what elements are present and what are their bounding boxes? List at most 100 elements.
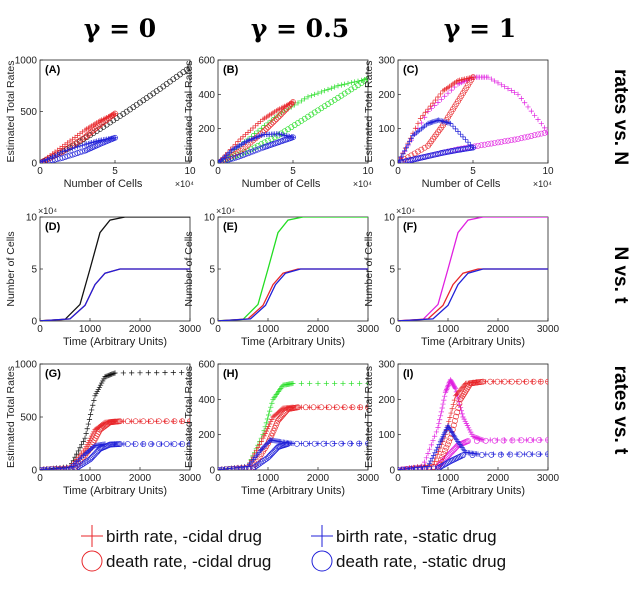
- circle-marker: [469, 452, 476, 458]
- x-tick-label: 0: [395, 166, 401, 177]
- circle-marker: [60, 466, 67, 470]
- circle-marker: [83, 458, 90, 465]
- series-death-rate-cidal-drug: [398, 74, 476, 163]
- plus-marker: [438, 118, 444, 124]
- plus-marker: [436, 421, 442, 427]
- circle-marker: [155, 418, 162, 425]
- circle-marker: [235, 153, 241, 160]
- plus-marker: [430, 452, 437, 459]
- circle-marker: [305, 113, 311, 120]
- plus-marker: [452, 126, 459, 132]
- x-axis-label: Time (Arbitrary Units): [421, 336, 525, 348]
- circle-marker: [281, 107, 288, 114]
- y-tick-label: 500: [20, 413, 37, 424]
- plus-marker: [308, 93, 314, 99]
- plus-marker: [263, 428, 269, 434]
- circle-marker: [272, 422, 279, 429]
- circle-marker: [295, 120, 301, 126]
- plus-marker: [242, 131, 249, 138]
- plus-marker: [340, 380, 346, 387]
- plus-marker: [345, 80, 351, 87]
- circle-marker: [79, 148, 86, 155]
- plus-marker: [442, 393, 448, 399]
- plus-marker: [112, 135, 118, 141]
- plus-marker: [447, 120, 454, 127]
- circle-marker: [527, 437, 534, 444]
- y-tick-label: 400: [198, 90, 215, 101]
- plus-marker: [105, 372, 111, 379]
- plus-marker: [187, 441, 190, 447]
- x-axis-label: Time (Arbitrary Units): [421, 485, 525, 497]
- circle-marker: [273, 116, 280, 123]
- plus-marker: [260, 445, 266, 451]
- circle-marker: [473, 438, 480, 444]
- x-tick-label: 0: [215, 166, 221, 177]
- plus-marker: [100, 378, 106, 384]
- plus-marker: [441, 119, 447, 125]
- plus-marker: [449, 406, 455, 412]
- plus-marker: [433, 429, 439, 435]
- circle-marker: [278, 111, 285, 117]
- circle-marker: [530, 378, 537, 385]
- circle-marker: [250, 148, 256, 155]
- circle-marker: [75, 463, 82, 470]
- plus-marker: [463, 420, 469, 427]
- circle-marker: [509, 437, 516, 444]
- plus-marker: [99, 380, 105, 386]
- column-title-gamma-0: γ = 0: [84, 14, 156, 43]
- plus-marker: [415, 120, 421, 126]
- plus-marker: [433, 118, 439, 124]
- plus-marker: [162, 418, 168, 424]
- y-tick-label: 200: [378, 90, 395, 101]
- series-death-rate-static-drug: [40, 134, 118, 163]
- plus-marker: [492, 78, 498, 84]
- column-titles: γ = 0 γ = 0.5 γ = 1: [84, 14, 516, 43]
- x-tick-label: 3000: [357, 324, 380, 335]
- y-tick-label: 1000: [15, 360, 38, 371]
- circle-marker: [285, 440, 291, 447]
- circle-marker: [280, 109, 286, 116]
- plus-marker: [80, 438, 86, 444]
- plus-marker: [237, 136, 244, 142]
- plus-marker: [475, 451, 481, 457]
- plus-marker: [426, 120, 432, 126]
- circle-marker: [268, 121, 275, 127]
- plus-marker: [430, 437, 436, 444]
- circle-marker: [545, 378, 548, 385]
- plus-marker: [261, 444, 267, 450]
- circle-marker: [148, 418, 155, 425]
- circle-marker: [538, 130, 545, 137]
- circle-marker: [338, 92, 345, 99]
- plus-marker: [473, 435, 479, 441]
- plus-marker: [261, 433, 267, 439]
- plus-marker: [445, 120, 451, 126]
- circle-marker: [454, 409, 461, 416]
- series-line: [218, 268, 368, 321]
- panel-D: 0 1000 2000 3000 0 5 10 Time (Arbitrary Units) N…: [5, 206, 202, 348]
- circle-marker: [523, 378, 530, 385]
- plus-marker: [266, 438, 272, 444]
- y-axis-label: Estimated Total Rates: [363, 61, 375, 163]
- legend-item-death-rate-static-drug: death rate, -static drug: [311, 550, 506, 572]
- plus-marker: [407, 135, 414, 141]
- plus-marker: [355, 78, 361, 84]
- circle-marker: [251, 144, 258, 151]
- plus-marker: [342, 81, 348, 87]
- plus-marker: [96, 384, 103, 390]
- y-tick-label: 0: [31, 317, 37, 328]
- plus-marker: [447, 425, 453, 432]
- y-tick-label: 600: [198, 56, 215, 67]
- circle-marker: [536, 437, 543, 443]
- plus-marker: [398, 154, 404, 160]
- circle-marker: [230, 466, 237, 470]
- legend-label: birth rate, -cidal drug: [106, 527, 262, 546]
- circle-marker: [351, 84, 358, 91]
- series--static-drug: [218, 268, 368, 321]
- circle-marker: [56, 466, 63, 470]
- circle-marker: [349, 404, 356, 411]
- circle-marker: [311, 109, 318, 116]
- plus-marker: [439, 118, 446, 124]
- plus-marker: [440, 401, 446, 407]
- y-tick-label: 200: [378, 395, 395, 406]
- y-tick-label: 5: [209, 265, 215, 276]
